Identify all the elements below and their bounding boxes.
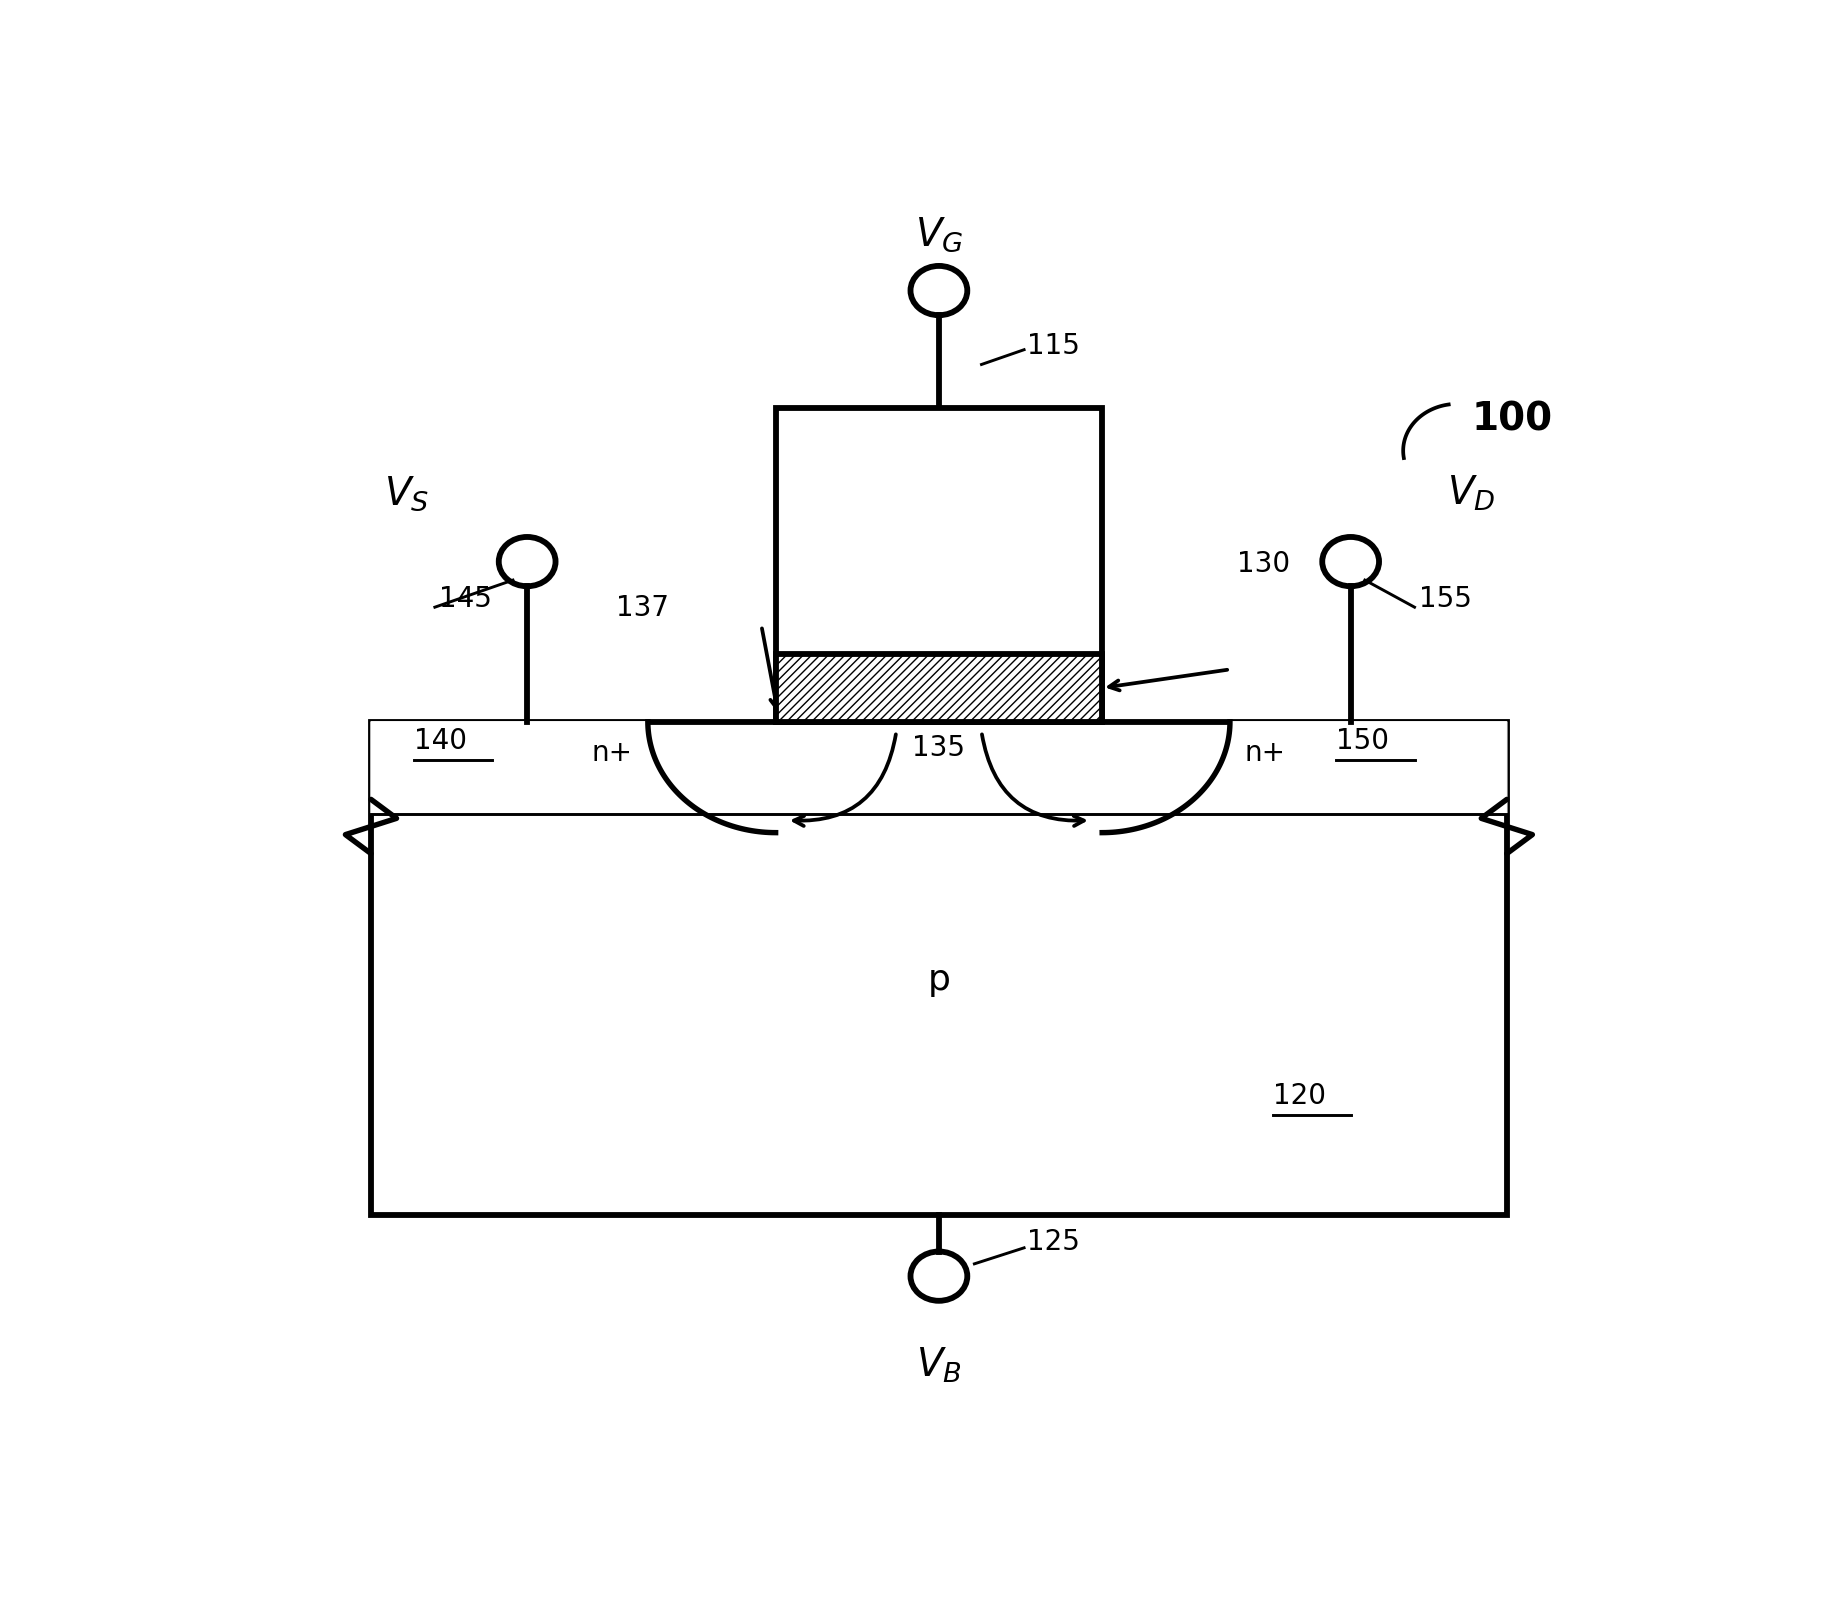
Text: n+: n+	[592, 739, 632, 766]
Polygon shape	[1103, 722, 1506, 832]
Text: 120: 120	[1273, 1082, 1326, 1110]
Text: 125: 125	[1028, 1227, 1079, 1256]
Text: 135: 135	[912, 734, 965, 762]
Text: 137: 137	[616, 595, 669, 622]
Bar	[775, 408, 1103, 722]
Text: $V_S$: $V_S$	[385, 475, 429, 514]
Text: n+: n+	[1246, 739, 1286, 766]
Text: 145: 145	[440, 584, 493, 613]
Text: 140: 140	[414, 726, 467, 755]
Text: 110: 110	[1017, 552, 1070, 581]
Text: 100: 100	[1471, 402, 1552, 438]
Text: 155: 155	[1418, 584, 1471, 613]
Text: $V_D$: $V_D$	[1447, 474, 1495, 514]
Text: 130: 130	[1237, 550, 1290, 578]
Text: p: p	[927, 963, 951, 997]
Text: 150: 150	[1336, 726, 1389, 755]
Text: $V_B$: $V_B$	[916, 1346, 962, 1384]
Bar	[775, 654, 1103, 722]
Text: 115: 115	[1028, 333, 1079, 360]
Text: $V_G$: $V_G$	[914, 216, 964, 254]
Polygon shape	[370, 722, 775, 832]
Bar	[370, 722, 1506, 1214]
